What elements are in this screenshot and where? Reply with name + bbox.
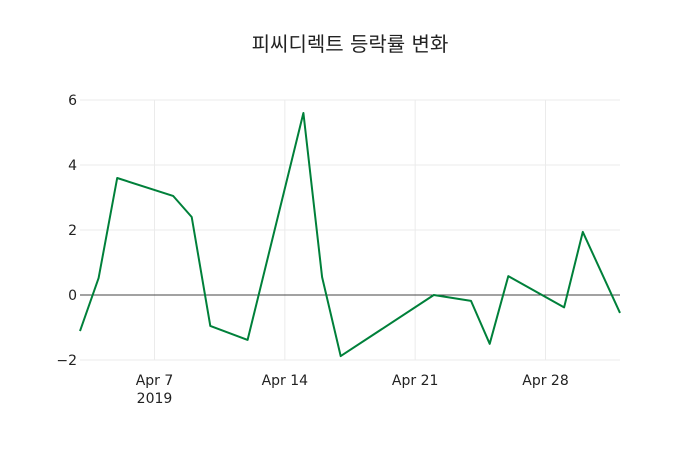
x-tick-label: Apr 7 — [136, 373, 174, 389]
y-tick-label: 0 — [68, 288, 77, 304]
chart-title: 피씨디렉트 등락률 변화 — [251, 32, 449, 56]
y-axis-labels: 6 4 2 0 −2 — [56, 93, 77, 369]
y-tick-label: −2 — [56, 353, 77, 369]
y-tick-label: 2 — [68, 223, 77, 239]
series-line — [79, 112, 621, 358]
gridlines — [80, 99, 620, 361]
x-tick-year-label: 2019 — [137, 391, 173, 407]
y-tick-label: 6 — [68, 93, 77, 109]
x-tick-label: Apr 21 — [392, 373, 438, 389]
x-tick-label: Apr 28 — [522, 373, 568, 389]
y-tick-label: 4 — [68, 158, 77, 174]
x-tick-label: Apr 14 — [262, 373, 309, 389]
data-line — [79, 112, 621, 358]
x-axis-labels: Apr 7 2019 Apr 14 Apr 21 Apr 28 — [136, 373, 569, 407]
